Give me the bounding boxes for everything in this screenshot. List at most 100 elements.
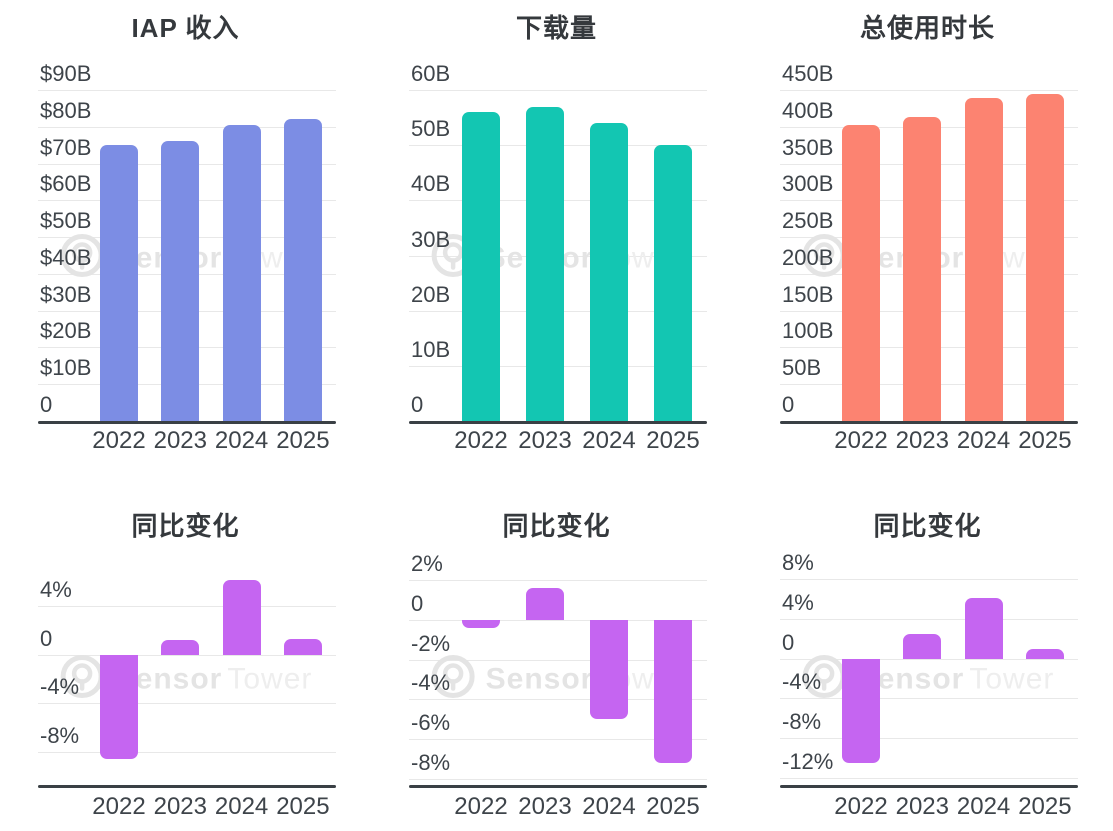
y-tick-label: 350B [782, 134, 834, 160]
gridline [780, 579, 1078, 580]
bar-2024 [590, 123, 628, 421]
bar-2022 [462, 112, 500, 421]
gridline [780, 618, 1078, 620]
y-tick-label: 450B [782, 61, 834, 86]
gridline [38, 752, 336, 753]
x-tick-label: 2024 [214, 793, 269, 820]
chart-title: 同比变化 [131, 511, 240, 541]
x-tick-label: 2022 [454, 427, 508, 454]
bar-2025 [283, 119, 322, 421]
y-tick-label: $30B [40, 281, 92, 307]
bar-2022 [462, 619, 500, 628]
bar-2025 [283, 638, 322, 655]
bar-2024 [964, 98, 1003, 421]
x-tick-label: 2022 [92, 427, 146, 454]
gridline [409, 580, 707, 581]
gridline [409, 699, 707, 701]
y-tick-label: 50B [411, 116, 451, 142]
x-axis-line [780, 421, 1078, 424]
y-tick-label: $90B [40, 61, 92, 86]
x-tick-label: 2023 [153, 427, 207, 454]
gridline [409, 90, 707, 91]
gridline [38, 703, 336, 705]
y-tick-label: $60B [40, 171, 92, 197]
x-axis-line [780, 785, 1078, 788]
y-tick-label: 40B [411, 171, 451, 197]
gridline [780, 738, 1078, 740]
y-tick-label: 0 [411, 392, 424, 417]
x-tick-label: 2024 [956, 427, 1011, 454]
bar-2022 [842, 658, 880, 764]
gridline [780, 658, 1078, 660]
y-tick-label: -8% [782, 709, 822, 735]
y-tick-label: -8% [40, 723, 80, 748]
gridline [780, 778, 1078, 779]
bar-2025 [1025, 94, 1064, 421]
gridline [409, 659, 707, 661]
x-tick-label: 2022 [454, 793, 508, 820]
y-tick-label: 200B [782, 244, 834, 270]
chart-title: 总使用时长 [859, 13, 995, 43]
bar-2023 [161, 141, 200, 421]
gridline [409, 779, 707, 780]
bar-2025 [1025, 648, 1064, 659]
bar-2022 [842, 125, 880, 421]
y-tick-label: $40B [40, 244, 92, 270]
x-tick-label: 2022 [834, 793, 888, 820]
x-tick-label: 2025 [276, 427, 330, 454]
bar-2023 [526, 106, 564, 421]
x-tick-label: 2023 [895, 427, 949, 454]
x-axis-line [38, 785, 336, 788]
y-tick-label: -4% [40, 674, 80, 700]
sensor-tower-logo-icon [430, 654, 476, 705]
y-tick-label: 30B [411, 226, 451, 252]
y-tick-label: $20B [40, 318, 92, 344]
x-tick-label: 2025 [276, 793, 330, 820]
y-tick-label: 4% [40, 577, 72, 602]
bar-2022 [100, 654, 138, 760]
y-tick-label: $50B [40, 208, 92, 234]
usage-time-yoy-chart: 同比变化 8% 4% 0 -4% -8% -12% Sensor Tower 2022 2023 20… [742, 500, 1113, 831]
gridline [409, 739, 707, 741]
bar-2023 [903, 117, 942, 421]
x-tick-label: 2022 [834, 427, 888, 454]
y-tick-label: 50B [782, 355, 822, 381]
gridline [780, 698, 1078, 700]
x-tick-label: 2024 [582, 793, 636, 820]
y-tick-label: -8% [411, 750, 451, 775]
chart-title: 同比变化 [502, 511, 611, 541]
bar-2025 [654, 145, 692, 421]
gridline [409, 619, 707, 621]
y-tick-label: 0 [40, 392, 53, 417]
iap-revenue-chart: IAP 收入 $90B $80B $70B $60B $50B $40B $30B $20B $1… [0, 0, 371, 500]
chart-title: 下载量 [515, 13, 597, 43]
x-tick-label: 2023 [518, 427, 572, 454]
bar-2024 [964, 597, 1003, 659]
downloads-chart: 下载量60B50B40B30B20B10B0SensorTower2022202… [371, 0, 742, 500]
x-tick-label: 2025 [1018, 793, 1072, 820]
y-tick-label: -2% [411, 630, 451, 656]
y-tick-label: 0 [782, 629, 795, 655]
y-tick-label: 0 [411, 590, 424, 616]
x-tick-label: 2025 [646, 793, 700, 820]
bar-2022 [100, 145, 138, 421]
total-usage-time-chart: 总使用时长 450B 400B 350B 300B 250B 200B 150B 100B 50B… [742, 0, 1113, 500]
bar-2024 [590, 619, 628, 720]
y-tick-label: $80B [40, 97, 92, 123]
x-tick-label: 2024 [956, 793, 1011, 820]
bar-2023 [903, 633, 942, 659]
x-tick-label: 2023 [895, 793, 949, 820]
y-tick-label: -6% [411, 710, 451, 736]
x-tick-label: 2025 [646, 427, 700, 454]
y-tick-label: 60B [411, 61, 451, 86]
x-tick-label: 2023 [518, 793, 572, 820]
bar-2024 [222, 124, 261, 421]
x-tick-label: 2023 [153, 793, 207, 820]
y-tick-label: 2% [411, 551, 443, 576]
y-tick-label: 150B [782, 281, 834, 307]
x-tick-label: 2022 [92, 793, 146, 820]
